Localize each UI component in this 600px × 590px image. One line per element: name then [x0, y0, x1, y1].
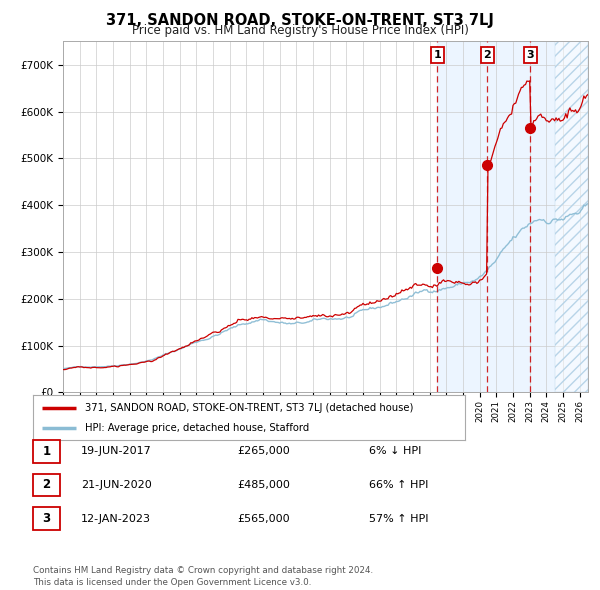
Text: 1: 1: [43, 445, 50, 458]
Text: 21-JUN-2020: 21-JUN-2020: [81, 480, 152, 490]
Text: £485,000: £485,000: [237, 480, 290, 490]
Text: 6% ↓ HPI: 6% ↓ HPI: [369, 447, 421, 456]
Text: 66% ↑ HPI: 66% ↑ HPI: [369, 480, 428, 490]
Text: 2: 2: [43, 478, 50, 491]
Text: 371, SANDON ROAD, STOKE-ON-TRENT, ST3 7LJ (detached house): 371, SANDON ROAD, STOKE-ON-TRENT, ST3 7L…: [85, 403, 413, 412]
Text: 3: 3: [527, 50, 534, 60]
Text: HPI: Average price, detached house, Stafford: HPI: Average price, detached house, Staf…: [85, 422, 309, 432]
Text: £565,000: £565,000: [237, 514, 290, 523]
Bar: [437, 41, 588, 392]
Text: 19-JUN-2017: 19-JUN-2017: [81, 447, 152, 456]
Text: Price paid vs. HM Land Registry's House Price Index (HPI): Price paid vs. HM Land Registry's House …: [131, 24, 469, 37]
Text: Contains HM Land Registry data © Crown copyright and database right 2024.
This d: Contains HM Land Registry data © Crown c…: [33, 566, 373, 587]
Text: 3: 3: [43, 512, 50, 525]
Text: 12-JAN-2023: 12-JAN-2023: [81, 514, 151, 523]
Text: 57% ↑ HPI: 57% ↑ HPI: [369, 514, 428, 523]
Text: 2: 2: [484, 50, 491, 60]
Text: 371, SANDON ROAD, STOKE-ON-TRENT, ST3 7LJ: 371, SANDON ROAD, STOKE-ON-TRENT, ST3 7L…: [106, 13, 494, 28]
Text: 1: 1: [434, 50, 442, 60]
Text: £265,000: £265,000: [237, 447, 290, 456]
